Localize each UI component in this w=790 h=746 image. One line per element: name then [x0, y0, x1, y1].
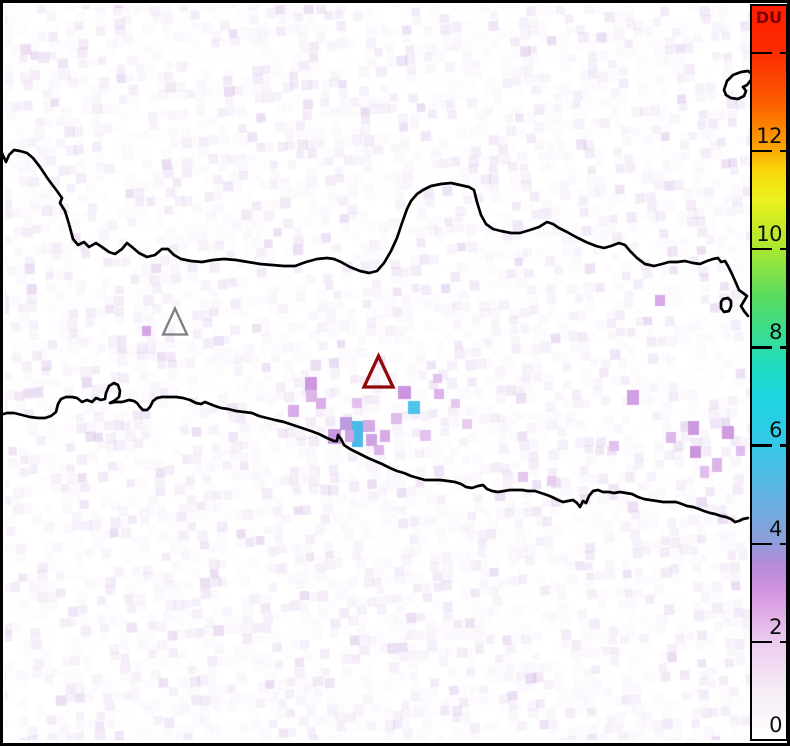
colorbar-tick-line	[752, 51, 772, 55]
colorbar-tick-line	[780, 149, 786, 153]
colorbar-tick-label: 4	[769, 516, 782, 541]
colorbar-tick-line	[780, 640, 786, 644]
island-outline-1	[722, 69, 754, 101]
colorbar-tick-line	[752, 149, 772, 153]
colorbar-gradient	[752, 6, 786, 739]
colorbar-tick-line	[752, 640, 772, 644]
colorbar-tick-label: 8	[769, 320, 782, 345]
colorbar-tick-line	[780, 51, 786, 55]
colorbar: DU 12 10 8 6 4 2 0	[750, 4, 788, 741]
coastline-north	[0, 148, 750, 318]
colorbar-tick-line	[780, 542, 786, 545]
colorbar-tick-line	[780, 346, 786, 349]
colorbar-tick-label: 12	[756, 123, 782, 148]
colorbar-tick-label: 0	[769, 713, 782, 737]
volcano-marker-gray	[161, 305, 189, 336]
island-outline-2	[719, 296, 733, 314]
colorbar-tick-label: 10	[756, 222, 782, 247]
coastline-south	[0, 381, 750, 524]
colorbar-tick-line	[752, 248, 772, 251]
colorbar-tick-label: 2	[769, 614, 782, 639]
colorbar-tick-line	[752, 542, 772, 545]
colorbar-tick-line	[780, 248, 786, 251]
colorbar-tick-line	[780, 444, 786, 447]
colorbar-tick-line	[752, 346, 772, 349]
volcano-marker-red	[361, 352, 396, 389]
colorbar-tick-label: 6	[769, 418, 782, 443]
colorbar-unit-label: DU	[755, 8, 783, 27]
colorbar-tick-line	[752, 444, 772, 447]
